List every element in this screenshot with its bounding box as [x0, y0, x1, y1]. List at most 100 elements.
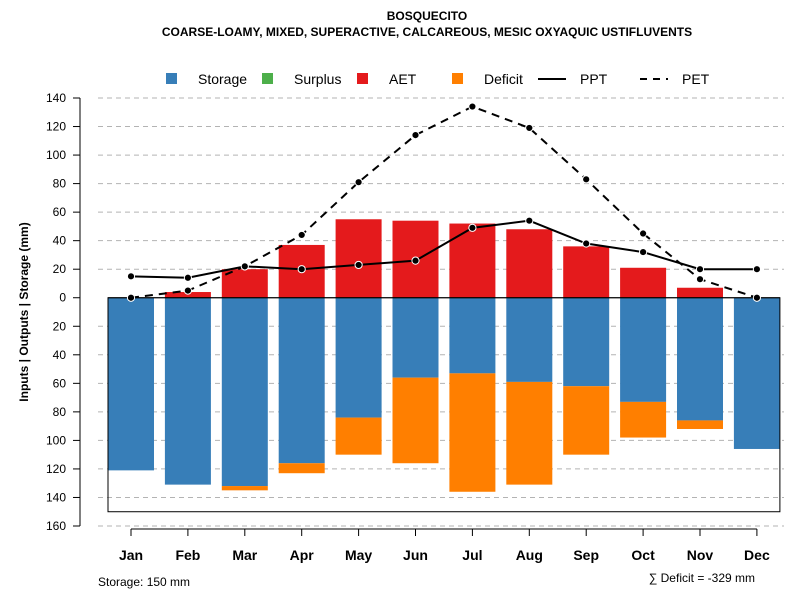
pet-line: [130, 105, 758, 299]
x-tick-label: Jul: [462, 547, 482, 563]
ppt-point: [240, 262, 249, 271]
ppt-point: [525, 216, 534, 225]
storage-capacity-box: [107, 297, 781, 513]
aet-bar: [506, 229, 553, 298]
aet-bar: [335, 219, 382, 298]
y-tick-label: 80: [53, 405, 67, 419]
legend-swatch: [452, 73, 463, 84]
y-tick-label: 140: [46, 91, 66, 105]
deficit-bar: [278, 463, 325, 474]
x-axis: Jan Feb Mar Apr May Jun Jul Aug Sep Oct Nov Dec: [119, 528, 770, 563]
aet-bar: [620, 267, 667, 298]
footnote-storage: Storage: 150 mm: [98, 575, 190, 589]
y-tick-label: 100: [46, 148, 66, 162]
pet-point: [468, 102, 477, 111]
pet-point: [411, 130, 420, 140]
pet-point: [639, 229, 648, 238]
legend-item: PET: [640, 71, 710, 87]
storage-bar: [278, 297, 325, 464]
storage-bar: [506, 297, 553, 382]
chart-subtitle: COARSE-LOAMY, MIXED, SUPERACTIVE, CALCAR…: [162, 25, 692, 39]
y-tick-label: 40: [53, 348, 67, 362]
footnote-deficit: ∑ Deficit = -329 mm: [649, 571, 755, 585]
deficit-bar: [392, 377, 439, 464]
x-tick-label: Jan: [119, 547, 143, 563]
ppt-point: [695, 265, 705, 274]
bars: [108, 219, 780, 492]
legend-item: Storage: [166, 71, 247, 87]
storage-bar: [108, 297, 154, 471]
legend-label: PPT: [580, 71, 608, 87]
pet-point: [582, 175, 591, 184]
y-tick-label: 100: [46, 433, 66, 447]
storage-bar: [733, 297, 780, 449]
storage-bar: [164, 297, 211, 485]
y-tick-label: 20: [53, 319, 67, 333]
deficit-bar: [620, 401, 667, 438]
storage-bar: [620, 297, 667, 402]
storage-bar: [677, 297, 723, 421]
deficit-bar: [506, 381, 553, 485]
legend-item: PPT: [538, 71, 608, 87]
y-tick-label: 40: [53, 234, 67, 248]
legend-item: AET: [357, 71, 417, 87]
aet-bar: [563, 246, 610, 298]
pet-point: [354, 178, 363, 187]
ppt-line: [130, 219, 757, 279]
ppt-point: [582, 239, 591, 248]
y-tick-label: 20: [53, 262, 67, 276]
legend-label: Storage: [198, 71, 247, 87]
ppt-point: [183, 273, 192, 282]
ppt-point: [411, 256, 420, 265]
ppt-point: [639, 247, 648, 257]
ppt-point: [468, 223, 477, 232]
y-tick-label: 120: [46, 120, 66, 134]
pet-point: [297, 230, 306, 240]
ppt-point: [126, 272, 136, 281]
grid-lines: [98, 97, 784, 527]
legend-label: Surplus: [294, 71, 341, 87]
x-tick-label: Apr: [290, 547, 315, 563]
chart-title: BOSQUECITO: [387, 9, 467, 23]
series-lines: [126, 102, 762, 302]
legend-swatch: [166, 73, 177, 84]
deficit-bar: [335, 417, 382, 455]
x-tick-label: Aug: [516, 547, 543, 563]
y-tick-label: 60: [53, 376, 67, 390]
storage-bar: [221, 297, 268, 487]
legend-label: Deficit: [484, 71, 523, 87]
y-tick-label: 140: [46, 490, 66, 504]
y-tick-label: 120: [46, 462, 66, 476]
legend-swatch: [357, 73, 368, 84]
y-axis-label: Inputs | Outputs | Storage (mm): [17, 222, 31, 401]
x-tick-label: May: [345, 547, 372, 563]
storage-bar: [335, 297, 382, 418]
deficit-bar: [221, 486, 268, 491]
deficit-bar: [563, 386, 610, 455]
ppt-point: [297, 265, 306, 274]
deficit-bar: [449, 373, 496, 492]
x-tick-label: Jun: [403, 547, 428, 563]
storage-bar: [563, 297, 610, 387]
storage-bar: [392, 297, 439, 378]
y-tick-label: 60: [53, 205, 67, 219]
deficit-bar: [677, 420, 723, 429]
legend-label: AET: [389, 71, 417, 87]
x-tick-label: Oct: [631, 547, 655, 563]
pet-point: [525, 123, 534, 133]
y-axis: 140 120 100 80 60 40 20 0 20 40 60 80 100 120 140 160: [46, 91, 81, 533]
pet-point: [126, 293, 136, 302]
x-tick-label: Dec: [744, 547, 770, 563]
aet-bar: [677, 287, 723, 298]
legend-item: Deficit: [452, 71, 523, 87]
pet-point: [695, 275, 705, 284]
legend-swatch: [262, 73, 273, 84]
storage-bar: [449, 297, 496, 374]
x-tick-label: Mar: [232, 547, 257, 563]
aet-bar: [449, 223, 496, 298]
y-tick-label: 0: [59, 291, 66, 305]
y-tick-label: 80: [53, 177, 67, 191]
legend-item: Surplus: [262, 71, 341, 87]
legend-label: PET: [682, 71, 710, 87]
